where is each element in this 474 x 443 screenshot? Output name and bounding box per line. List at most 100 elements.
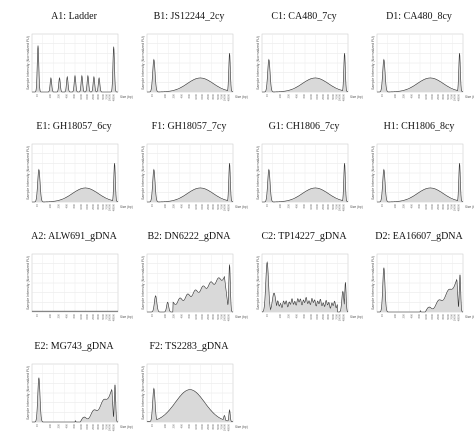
x-tick-label: 15 bbox=[150, 423, 154, 426]
y-axis-label: Sample Intensity (Normalized FU) bbox=[141, 146, 145, 200]
x-tick-label: 400 bbox=[64, 313, 68, 318]
x-axis-label: Size (bp) bbox=[235, 95, 248, 99]
x-tick-label: 7000 bbox=[105, 313, 109, 319]
panel-0: A1: Ladder Sample Intensity (Normalized F… bbox=[26, 11, 133, 101]
x-tick-label: 7000 bbox=[105, 93, 109, 99]
y-axis-label: Sample Intensity (Normalized FU) bbox=[26, 36, 30, 90]
panel-2: C1: CA480_7cy Sample Intensity (Normalize… bbox=[256, 11, 363, 101]
trace-fill bbox=[32, 163, 118, 202]
x-axis-label: Size (bp) bbox=[235, 205, 248, 209]
x-tick-label: 400 bbox=[294, 313, 298, 318]
x-tick-label: 5000 bbox=[446, 203, 450, 209]
trace-fill bbox=[147, 264, 233, 312]
x-tick-label: 1500 bbox=[315, 313, 319, 319]
x-tick-label: 100 bbox=[48, 313, 52, 318]
x-tick-label: 600 bbox=[417, 203, 421, 208]
x-tick-label: 5000 bbox=[216, 423, 220, 429]
x-tick-label: 3500 bbox=[96, 313, 100, 319]
panel-8: A2: ALW691_gDNA Sample Intensity (Normali… bbox=[26, 231, 133, 321]
trace-line bbox=[147, 264, 234, 313]
x-tick-label: 10000 bbox=[452, 203, 456, 211]
x-tick-label: 48500 bbox=[112, 423, 116, 431]
trace-fill bbox=[147, 163, 233, 202]
x-tick-label: 5000 bbox=[216, 313, 220, 319]
x-tick-label: 1500 bbox=[200, 203, 204, 209]
panel-title: C2: TP14227_gDNA bbox=[261, 231, 347, 242]
x-tick-label: 10000 bbox=[107, 93, 111, 101]
trace-line bbox=[377, 53, 464, 93]
x-tick-label: 15 bbox=[150, 313, 154, 316]
trace-line bbox=[262, 163, 349, 203]
x-axis-label: Size (bp) bbox=[465, 95, 474, 99]
x-tick-label: 5000 bbox=[446, 313, 450, 319]
x-tick-label: 1000 bbox=[424, 203, 428, 209]
x-tick-label: 7000 bbox=[450, 313, 454, 319]
x-tick-label: 48500 bbox=[457, 203, 461, 211]
x-tick-label: 100 bbox=[163, 93, 167, 98]
x-tick-label: 48500 bbox=[342, 203, 346, 211]
x-tick-label: 5000 bbox=[101, 423, 105, 429]
x-tick-label: 400 bbox=[409, 93, 413, 98]
x-tick-label: 600 bbox=[302, 203, 306, 208]
x-tick-label: 1000 bbox=[79, 313, 83, 319]
x-tick-label: 600 bbox=[302, 93, 306, 98]
x-tick-label: 10000 bbox=[337, 203, 341, 211]
x-tick-label: 250 bbox=[57, 313, 61, 318]
trace-line bbox=[32, 377, 119, 423]
x-tick-label: 100 bbox=[48, 93, 52, 98]
x-tick-label: 10000 bbox=[452, 313, 456, 321]
x-tick-label: 2500 bbox=[206, 313, 210, 319]
x-tick-label: 400 bbox=[179, 423, 183, 428]
x-tick-label: 100 bbox=[163, 203, 167, 208]
x-tick-label: 48500 bbox=[112, 93, 116, 101]
x-tick-label: 2500 bbox=[206, 93, 210, 99]
x-tick-label: 15 bbox=[35, 203, 39, 206]
x-tick-label: 10000 bbox=[337, 93, 341, 101]
panel-title: G1: CH1806_7cy bbox=[269, 121, 340, 132]
x-tick-label: 7000 bbox=[220, 313, 224, 319]
x-tick-label: 3500 bbox=[326, 93, 330, 99]
x-tick-label: 3500 bbox=[211, 203, 215, 209]
x-tick-label: 250 bbox=[172, 423, 176, 428]
x-tick-label: 400 bbox=[294, 93, 298, 98]
x-tick-label: 48500 bbox=[227, 313, 231, 321]
y-axis-label: Sample Intensity (Normalized FU) bbox=[256, 146, 260, 200]
x-tick-label: 15 bbox=[380, 93, 384, 96]
panel-6: G1: CH1806_7cy Sample Intensity (Normaliz… bbox=[256, 121, 363, 211]
x-tick-label: 10000 bbox=[222, 423, 226, 431]
x-tick-label: 1500 bbox=[430, 203, 434, 209]
panel-title: E1: GH18057_6cy bbox=[36, 121, 111, 132]
panel-title: E2: MG743_gDNA bbox=[34, 341, 114, 352]
x-tick-label: 1500 bbox=[200, 93, 204, 99]
x-tick-label: 250 bbox=[287, 93, 291, 98]
x-axis-label: Size (bp) bbox=[120, 425, 133, 429]
x-tick-label: 48500 bbox=[457, 93, 461, 101]
x-tick-label: 600 bbox=[302, 313, 306, 318]
x-axis-label: Size (bp) bbox=[120, 95, 133, 99]
x-tick-label: 250 bbox=[57, 423, 61, 428]
x-tick-label: 48500 bbox=[227, 423, 231, 431]
x-tick-label: 3500 bbox=[96, 93, 100, 99]
x-tick-label: 7000 bbox=[220, 203, 224, 209]
y-axis-label: Sample Intensity (Normalized FU) bbox=[26, 366, 30, 420]
x-tick-label: 600 bbox=[72, 313, 76, 318]
x-axis-label: Size (bp) bbox=[350, 315, 363, 319]
x-tick-label: 2500 bbox=[321, 313, 325, 319]
trace-line bbox=[32, 45, 118, 93]
x-tick-label: 1000 bbox=[194, 93, 198, 99]
x-tick-label: 3500 bbox=[326, 313, 330, 319]
x-tick-label: 5000 bbox=[216, 203, 220, 209]
x-tick-label: 5000 bbox=[101, 313, 105, 319]
x-tick-label: 1000 bbox=[424, 93, 428, 99]
trace-fill bbox=[147, 53, 233, 92]
x-tick-label: 1500 bbox=[85, 203, 89, 209]
trace-line bbox=[147, 53, 234, 93]
trace-fill bbox=[147, 388, 233, 422]
x-tick-label: 7000 bbox=[450, 203, 454, 209]
x-tick-label: 250 bbox=[287, 203, 291, 208]
x-axis-label: Size (bp) bbox=[350, 205, 363, 209]
trace-fill bbox=[377, 267, 463, 312]
x-tick-label: 3500 bbox=[211, 423, 215, 429]
x-tick-label: 15 bbox=[380, 203, 384, 206]
